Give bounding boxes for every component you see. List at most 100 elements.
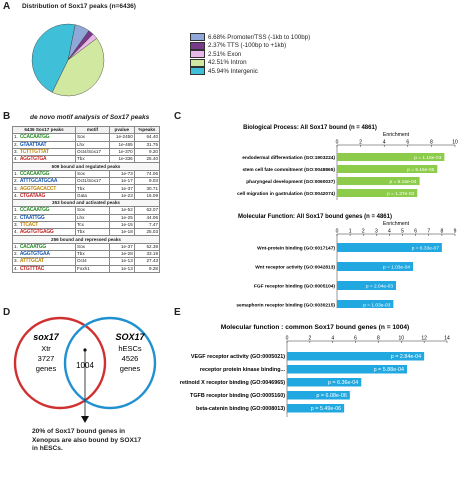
pie-legend-label: 2.51% Exon <box>208 50 242 58</box>
bar-p-value: p = 2.84e-04 <box>391 354 421 360</box>
panel-b-label: B <box>3 111 11 122</box>
motif-logo: AGGTGTGAA <box>19 251 50 258</box>
motif-name: Tcx <box>75 220 110 230</box>
motif-pct: 7.47 <box>133 220 161 230</box>
motif-logo-cell: 4. AGGTGTGAGG <box>12 228 76 237</box>
bar-p-value: p = 1.03e-03 <box>363 302 390 308</box>
bar-p-value: p = 5.49e-06 <box>311 406 341 412</box>
pie-legend-item: 2.51% Exon <box>190 50 310 59</box>
motif-logo-cell: 1. CCACAATGG <box>12 169 76 179</box>
motif-section-title: 353 bound and activated peaks <box>12 198 160 208</box>
venn-right-title: SOX17 <box>115 332 145 342</box>
motif-row: 2. ATTTGCATGCAA Oct1/Sox17 1e-17 9.03 <box>12 177 161 186</box>
bar <box>287 352 425 361</box>
panel-a-label: A <box>3 1 11 12</box>
pie-legend-label: 42.51% Intron <box>208 59 247 67</box>
motif-name: Oct1/Sox17 <box>75 177 110 186</box>
motif-rank: 1. <box>14 170 18 176</box>
category-label: pharyngeal development (GO:0060037) <box>246 179 335 185</box>
pie-legend-item: 45.94% Intergenic <box>190 67 310 76</box>
motif-name: Gata <box>75 191 110 200</box>
bar-p-value: p = 5.88e-04 <box>374 367 404 373</box>
bar <box>337 189 418 197</box>
motif-rank: 3. <box>14 222 18 227</box>
venn-right-circle <box>63 316 157 410</box>
bar-p-value: p = 5.15e-04 <box>390 179 417 185</box>
motif-logo-cell: 4. CTGATAAG <box>12 191 76 200</box>
category-label: cell migration in gastrulation (GO:00420… <box>237 191 335 197</box>
bar <box>287 378 362 387</box>
bar <box>337 243 442 252</box>
panel-a-title: Distribution of Sox17 peaks (n=6436) <box>22 3 136 10</box>
motif-pvalue: 1e-370 <box>108 147 135 157</box>
motif-logo: ATTTGCATGCAA <box>19 178 58 185</box>
x-tick-label: 8 <box>440 229 443 235</box>
panel-c-label: C <box>174 111 182 122</box>
motif-name: Lhx <box>75 213 110 222</box>
motif-row: 2. GTAATTAAT Lhx 1e-465 31.75 <box>12 140 161 149</box>
x-axis-label: Enrichment <box>383 221 410 227</box>
motif-row: 2. CTAATTGG Lhx 1e-25 44.06 <box>12 213 161 222</box>
go-biological-process-chart: Biological Process: All Sox17 bound (n =… <box>237 125 458 200</box>
chart-title: Molecular function : common Sox17 bound … <box>221 324 410 331</box>
motif-row: 1. CCACAATGG Sox 1e-2450 64.40 <box>12 133 161 142</box>
pie-legend-swatch <box>190 58 205 67</box>
venn-note-line2: Xenopus are also bound by SOX17 <box>32 436 142 444</box>
motif-row: 3. TCTTTGTTAT Oct4/Sox17 1e-370 9.20 <box>12 147 161 157</box>
motif-pvalue: 1e-465 <box>108 140 135 149</box>
motif-section-header: 353 bound and activated peaks <box>12 198 160 208</box>
motif-logo-cell: 3. TCTTTGTTAT <box>12 147 76 157</box>
motif-logo: TCTTTGTTAT <box>19 149 49 156</box>
bar <box>287 365 407 374</box>
motif-section-header: 256 bound and repressed peaks <box>12 235 160 244</box>
motif-header-peaks: 6436 Sox17 peaks <box>12 125 76 135</box>
bar <box>287 404 345 413</box>
x-tick-label: 7 <box>427 229 430 235</box>
x-tick-label: 10 <box>399 336 405 342</box>
x-tick-label: 4 <box>331 336 334 342</box>
panel-e-label: E <box>174 307 181 318</box>
motif-rank: 4. <box>14 192 18 198</box>
motif-name: Tbx <box>75 228 110 237</box>
common-molecular-function-chart: Molecular function : common Sox17 bound … <box>180 324 450 417</box>
motif-name: Sox <box>75 133 110 142</box>
venn-note-line1: 20% of Sox17 bound genes in <box>32 428 126 435</box>
motif-name: Tbx <box>75 155 110 164</box>
motif-pvalue: 1e-18 <box>108 228 135 237</box>
pie-legend-label: 45.94% Intergenic <box>208 67 258 75</box>
motif-name: Oct4/Sox17 <box>75 147 110 157</box>
motif-rank: 4. <box>14 229 18 235</box>
motif-logo-cell: 3. ATTTGCAT <box>12 257 76 266</box>
motif-row: 2. AGGTGTGAA Tbx 1e-28 33.19 <box>12 250 161 259</box>
venn-note: 20% of Sox17 bound genes in Xenopus are … <box>32 428 141 454</box>
motif-pct: 63.07 <box>133 206 161 215</box>
pie-slice <box>31 23 76 93</box>
x-tick-label: 0 <box>336 229 339 235</box>
pie-legend-item: 2.37% TTS (-100bp to +1kb) <box>190 41 310 51</box>
category-label: beta-catenin binding (GO:0008013) <box>196 406 285 412</box>
bar <box>337 262 414 271</box>
motif-pvalue: 1e-15 <box>108 220 135 230</box>
motif-pvalue: 1e-73 <box>108 169 135 179</box>
motif-section-header: 609 bound and regulated peaks <box>12 162 160 171</box>
motif-pvalue: 1e-17 <box>108 177 135 186</box>
x-tick-label: 2 <box>308 336 311 342</box>
motif-rank: 3. <box>14 185 18 191</box>
motif-header-pvalue: pvalue <box>108 125 135 135</box>
motif-pvalue: 1e-37 <box>108 184 135 193</box>
motif-pct: 52.38 <box>133 242 161 252</box>
motif-header-motif: motif <box>75 125 110 135</box>
motif-logo: AGGTGTGA <box>19 156 47 163</box>
motif-logo: AGGTGTGAGG <box>19 229 54 236</box>
x-tick-label: 10 <box>452 140 458 146</box>
x-axis-label: Enrichment <box>383 132 410 138</box>
venn-arrow-head <box>81 416 89 423</box>
venn-left-line2: 3727 <box>38 354 55 363</box>
motif-row: 4. AGGTGTGA Tbx 1e-336 25.40 <box>12 155 161 164</box>
x-tick-label: 8 <box>377 336 380 342</box>
motif-row: 1. CACAATGG Sox 1e-37 52.38 <box>12 242 161 252</box>
motif-logo: ATTTGCAT <box>19 258 44 265</box>
bar <box>337 281 396 290</box>
motif-pvalue: 1e-13 <box>108 257 135 266</box>
pie-legend-label: 2.37% TTS (-100bp to +1kb) <box>208 42 287 50</box>
